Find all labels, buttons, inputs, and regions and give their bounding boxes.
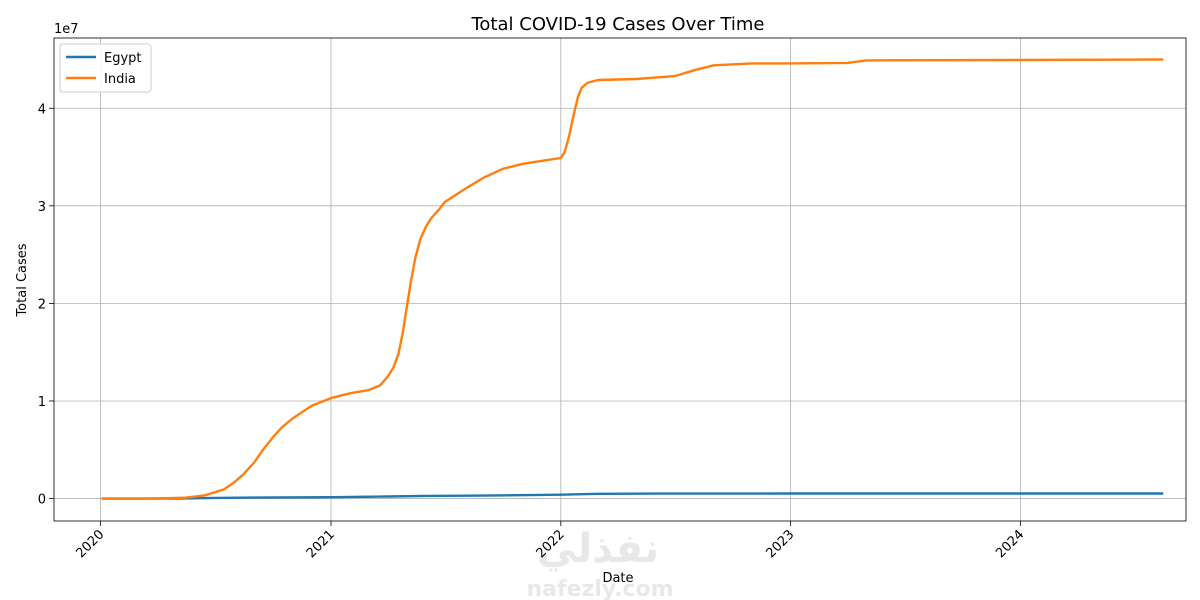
x-axis-label: Date (602, 571, 633, 586)
series-layer (101, 58, 1164, 500)
y-tick-label: 3 (38, 200, 46, 215)
series-line-india (101, 58, 1164, 500)
plot-frame (53, 37, 1187, 522)
y-axis-ticks: 0 1 2 3 4 (38, 102, 54, 508)
y-tick-label: 4 (38, 102, 46, 117)
y-tick-label: 1 (38, 395, 46, 410)
legend: Egypt India (59, 43, 152, 93)
y-tick-label: 2 (38, 297, 46, 312)
y-offset-text: 1e7 (54, 22, 79, 37)
chart-title: Total COVID-19 Cases Over Time (470, 14, 764, 35)
watermark: نفذلي nafezly.com (526, 526, 673, 600)
watermark-subtext: nafezly.com (526, 577, 673, 600)
watermark-text: نفذلي (537, 526, 659, 572)
legend-label-india: India (104, 72, 136, 87)
y-tick-label: 0 (38, 493, 46, 508)
y-axis-label: Total Cases (15, 243, 30, 317)
legend-label-egypt: Egypt (104, 51, 142, 66)
